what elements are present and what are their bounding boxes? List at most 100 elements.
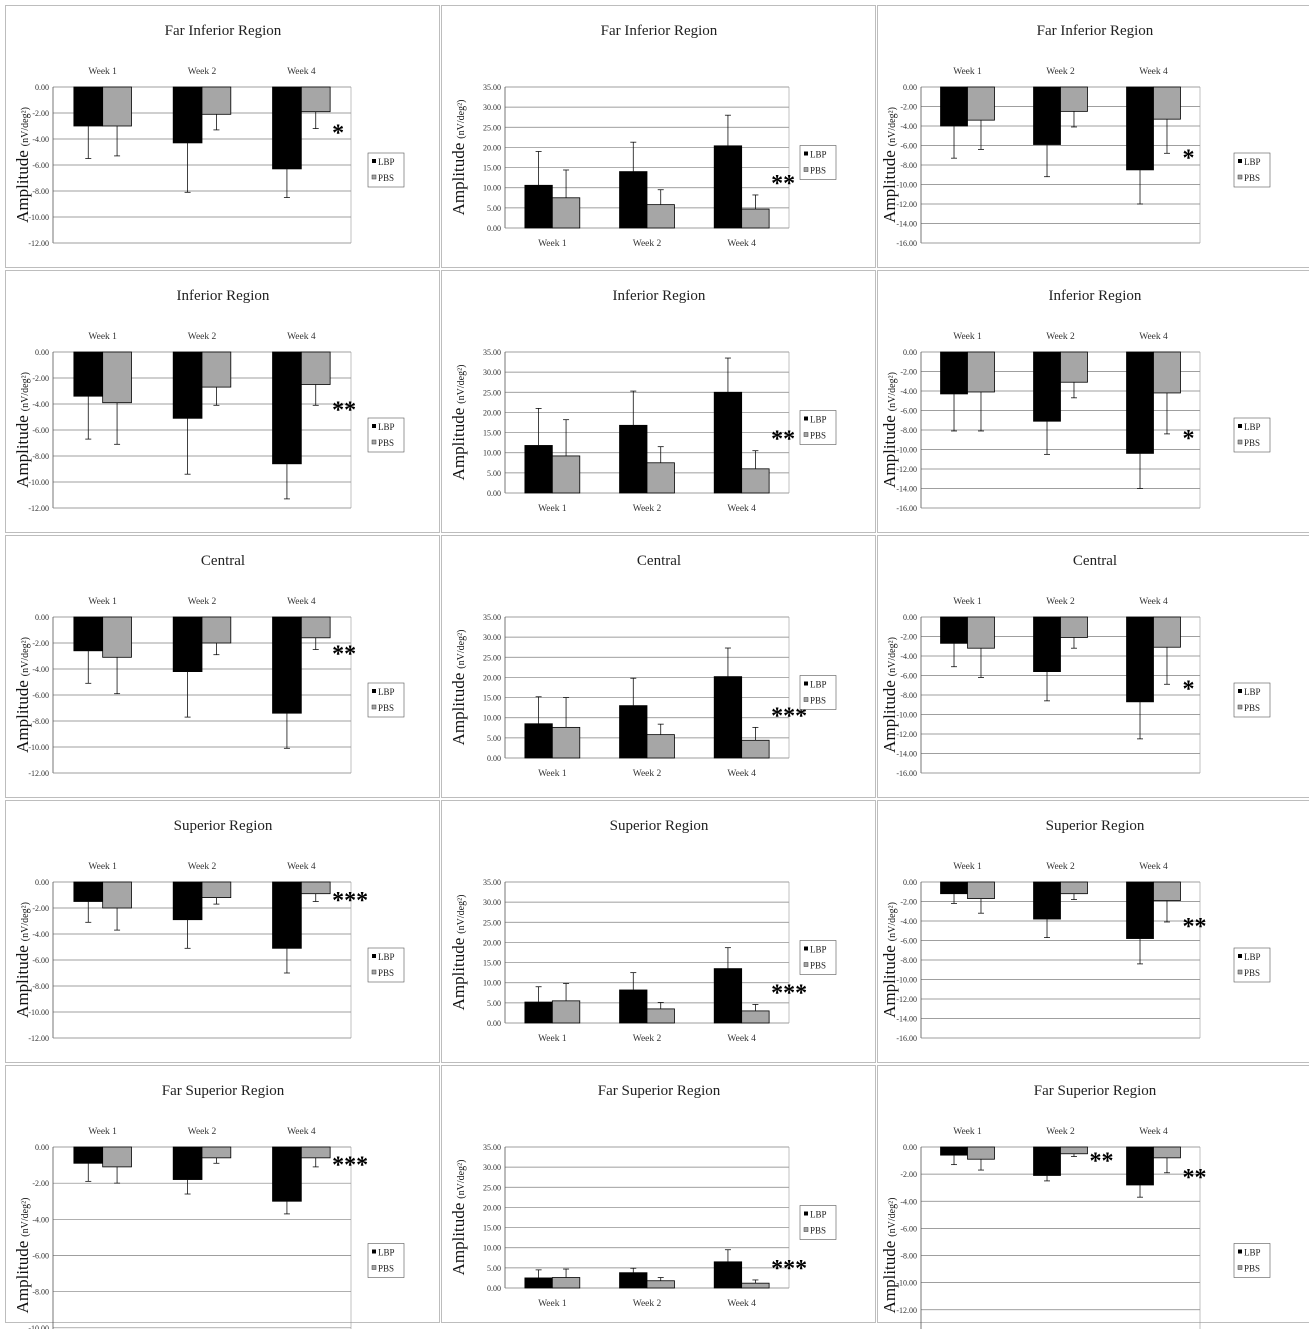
- y-tick-label: 10.00: [483, 714, 501, 723]
- x-tick-label: Week 4: [1139, 67, 1168, 77]
- y-tick-label: -8.00: [900, 956, 917, 965]
- bar-pbs: [201, 86, 232, 115]
- y-tick-label: 0.00: [35, 1143, 49, 1152]
- y-tick-label: 15.00: [483, 1224, 501, 1233]
- significance-marker: **: [771, 427, 795, 453]
- legend-label-pbs: PBS: [1244, 1264, 1260, 1274]
- bar-pbs: [967, 86, 995, 121]
- chart-svg: Far Superior Region Amplitude (nV/deg²) 35.…: [449, 1083, 837, 1309]
- x-tick-label: Week 1: [538, 1299, 567, 1309]
- x-tick-label: Week 1: [538, 1034, 567, 1044]
- chart-panel: Far Inferior Region Amplitude (nV/deg²) 35.…: [441, 5, 876, 268]
- bar-pbs: [201, 616, 232, 644]
- y-tick-label: -6.00: [32, 1252, 49, 1261]
- y-tick-label: 5.00: [487, 469, 501, 478]
- x-tick-label: Week 2: [633, 1299, 662, 1309]
- y-axis-label: Amplitude: [13, 945, 32, 1018]
- y-tick-label: 5.00: [487, 204, 501, 213]
- chart-title: Far Inferior Region: [1037, 23, 1154, 39]
- x-tick-label: Week 1: [538, 504, 567, 514]
- chart-title: Superior Region: [610, 818, 709, 834]
- legend-swatch-lbp: [1238, 424, 1242, 428]
- x-tick-label: Week 2: [633, 504, 662, 514]
- y-tick-label: -4.00: [900, 917, 917, 926]
- legend-box: [367, 947, 405, 983]
- y-tick-label: 10.00: [483, 979, 501, 988]
- y-tick-label: -10.00: [28, 743, 49, 752]
- significance-marker: **: [332, 397, 356, 423]
- y-tick-label: 35.00: [483, 613, 501, 622]
- y-tick-label: -12.00: [896, 730, 917, 739]
- bar-pbs: [1060, 86, 1088, 112]
- y-axis-label: Amplitude: [449, 938, 468, 1011]
- y-axis-label: Amplitude: [449, 408, 468, 481]
- y-tick-label: 0.00: [35, 613, 49, 622]
- chart-title: Inferior Region: [177, 288, 270, 304]
- y-tick-label: 10.00: [483, 449, 501, 458]
- y-tick-label: -4.00: [900, 652, 917, 661]
- bar-lbp: [172, 86, 203, 144]
- legend-swatch-lbp: [372, 159, 376, 163]
- legend-label-pbs: PBS: [1244, 703, 1260, 713]
- bar-pbs: [1153, 351, 1181, 394]
- chart-title: Central: [201, 553, 245, 569]
- legend-box: [799, 675, 837, 710]
- y-tick-label: 30.00: [483, 633, 501, 642]
- bar-lbp: [172, 881, 203, 921]
- y-axis-title: Amplitude (nV/deg²): [449, 895, 468, 1011]
- x-tick-label: Week 2: [188, 1127, 217, 1137]
- x-tick-label: Week 4: [727, 769, 756, 779]
- y-tick-label: 15.00: [483, 959, 501, 968]
- bar-lbp: [1033, 881, 1061, 920]
- y-tick-label: -10.00: [28, 1008, 49, 1017]
- y-axis-unit: (nV/deg²): [20, 902, 31, 941]
- y-tick-label: -12.00: [896, 200, 917, 209]
- bar-lbp: [272, 616, 302, 714]
- x-tick-label: Week 4: [287, 862, 316, 872]
- y-tick-label: 0.00: [487, 754, 501, 763]
- y-tick-label: 30.00: [483, 368, 501, 377]
- legend-label-lbp: LBP: [810, 945, 827, 955]
- bar-lbp: [73, 351, 104, 397]
- bar-pbs: [102, 351, 132, 404]
- chart-title: Inferior Region: [613, 288, 706, 304]
- legend-swatch-lbp: [372, 1249, 376, 1254]
- legend-swatch-pbs: [803, 167, 809, 172]
- bar-pbs: [551, 197, 581, 229]
- chart-title: Superior Region: [174, 818, 273, 834]
- x-tick-label: Week 2: [1046, 1127, 1075, 1137]
- y-tick-label: -10.00: [28, 213, 49, 222]
- bar-lbp: [172, 1146, 203, 1180]
- significance-marker: ***: [771, 1256, 807, 1282]
- y-tick-label: -6.00: [900, 1224, 917, 1233]
- chart-panel: Inferior Region Amplitude (nV/deg²) 35.00 30…: [441, 270, 876, 533]
- y-tick-label: -12.00: [28, 1034, 49, 1043]
- bar-lbp: [940, 86, 968, 127]
- y-tick-label: 15.00: [483, 164, 501, 173]
- y-tick-label: 15.00: [483, 429, 501, 438]
- legend-label-lbp: LBP: [378, 687, 395, 697]
- y-tick-label: 0.00: [903, 1143, 917, 1152]
- significance-marker: *: [1182, 676, 1194, 702]
- legend-label-lbp: LBP: [378, 422, 395, 432]
- bar-pbs: [1060, 351, 1088, 383]
- y-axis-title: Amplitude (nV/deg²): [880, 372, 899, 488]
- legend-label-lbp: LBP: [810, 680, 827, 690]
- legend-swatch-pbs: [371, 439, 377, 445]
- legend-swatch-lbp: [372, 954, 376, 958]
- y-axis-unit: (nV/deg²): [887, 1198, 898, 1237]
- legend-swatch-lbp: [1238, 954, 1242, 958]
- y-axis-title: Amplitude (nV/deg²): [880, 107, 899, 223]
- legend-swatch-lbp: [804, 1211, 808, 1216]
- legend-swatch-lbp: [804, 946, 808, 951]
- bar-pbs: [967, 351, 995, 393]
- y-tick-label: 10.00: [483, 1244, 501, 1253]
- significance-marker: **: [1089, 1148, 1113, 1174]
- y-axis-title: Amplitude (nV/deg²): [880, 902, 899, 1018]
- bar-lbp: [1126, 881, 1154, 939]
- y-axis-unit: (nV/deg²): [456, 1160, 467, 1199]
- x-tick-label: Week 2: [188, 862, 217, 872]
- x-tick-label: Week 4: [1139, 332, 1168, 342]
- x-tick-label: Week 2: [633, 239, 662, 249]
- y-tick-label: -6.00: [900, 142, 917, 151]
